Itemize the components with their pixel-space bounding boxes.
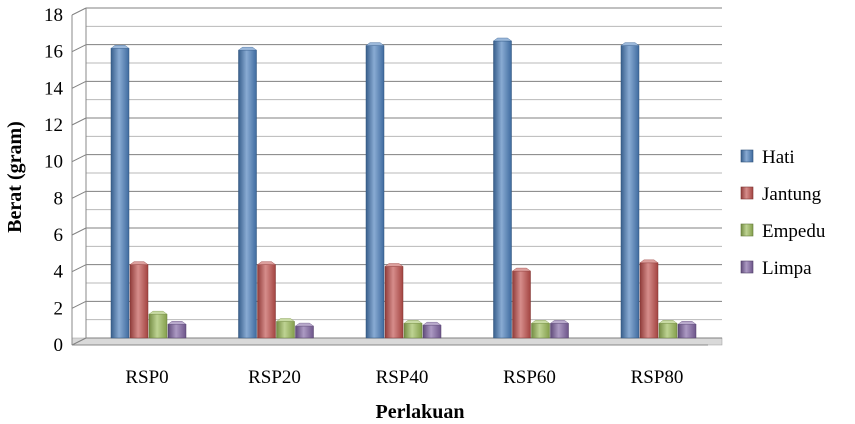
y-tick-label: 16 <box>44 42 63 63</box>
legend-swatch <box>740 186 754 200</box>
x-tick-label: RSP0 <box>125 367 168 388</box>
legend: Hati Jantung Empedu Limpa <box>740 147 826 279</box>
legend-label: Hati <box>762 147 795 168</box>
gridline-side <box>71 80 87 89</box>
plot-floor <box>71 337 723 346</box>
bar-limpa-rsp0 <box>167 321 187 339</box>
bar-hati-rsp20 <box>237 46 258 339</box>
gridline-side <box>71 190 87 199</box>
bar-empedu-rsp20 <box>275 318 296 339</box>
legend-swatch <box>740 260 754 274</box>
bar-limpa-rsp60 <box>549 320 570 339</box>
gridline-side <box>71 264 87 273</box>
bar-hati-rsp80 <box>620 42 640 339</box>
x-tick-label: RSP40 <box>376 367 429 388</box>
bar-jantung-rsp40 <box>384 263 404 339</box>
gridline-side <box>71 300 87 309</box>
bar-hati-rsp0 <box>110 45 130 339</box>
bar-jantung-rsp0 <box>129 261 149 339</box>
y-tick-labels: 0 2 4 6 8 10 12 14 16 18 <box>44 5 64 356</box>
x-axis-title: Perlakuan <box>376 401 465 423</box>
gridline-side <box>71 44 87 53</box>
legend-item-empedu: Empedu <box>740 221 826 242</box>
bar-limpa-rsp20 <box>294 322 315 339</box>
x-tick-label: RSP60 <box>503 367 556 388</box>
bar-empedu-rsp80 <box>658 320 678 339</box>
gridlines <box>71 7 722 346</box>
x-tick-labels: RSP0 RSP20 RSP40 RSP60 RSP80 <box>125 367 683 388</box>
gridline-side <box>71 337 87 346</box>
legend-swatch <box>740 223 754 237</box>
legend-label: Empedu <box>762 221 826 242</box>
x-tick-label: RSP80 <box>631 367 684 388</box>
bar-empedu-rsp0 <box>148 310 168 339</box>
bar-jantung-rsp20 <box>256 261 277 339</box>
legend-label: Limpa <box>762 258 812 279</box>
bar-empedu-rsp40 <box>403 320 423 339</box>
y-tick-label: 18 <box>44 5 63 26</box>
legend-label: Jantung <box>762 184 822 205</box>
bar-jantung-rsp60 <box>511 267 532 339</box>
bar-empedu-rsp60 <box>530 320 551 339</box>
bar-limpa-rsp80 <box>677 321 697 339</box>
legend-item-hati: Hati <box>740 147 795 168</box>
gridline-side <box>71 154 87 163</box>
bar-limpa-rsp40 <box>422 321 442 339</box>
legend-item-limpa: Limpa <box>740 258 812 279</box>
y-axis-title: Berat (gram) <box>4 121 26 233</box>
bar-jantung-rsp80 <box>639 259 659 339</box>
y-tick-label: 8 <box>54 188 64 209</box>
y-tick-label: 6 <box>54 225 64 246</box>
y-tick-label: 12 <box>44 115 63 136</box>
y-tick-label: 4 <box>54 262 64 283</box>
bar-hati-rsp60 <box>492 37 513 339</box>
y-tick-label: 14 <box>44 78 64 99</box>
y-tick-label: 0 <box>54 335 64 356</box>
y-tick-label: 10 <box>44 152 63 173</box>
gridline-side <box>71 7 87 16</box>
legend-item-jantung: Jantung <box>740 184 822 205</box>
y-tick-label: 2 <box>54 298 64 319</box>
gridline-side <box>71 117 87 126</box>
bar-hati-rsp40 <box>365 42 385 339</box>
bars <box>110 37 697 339</box>
legend-swatch <box>740 149 754 163</box>
x-tick-label: RSP20 <box>248 367 301 388</box>
gridline-side <box>71 227 87 236</box>
